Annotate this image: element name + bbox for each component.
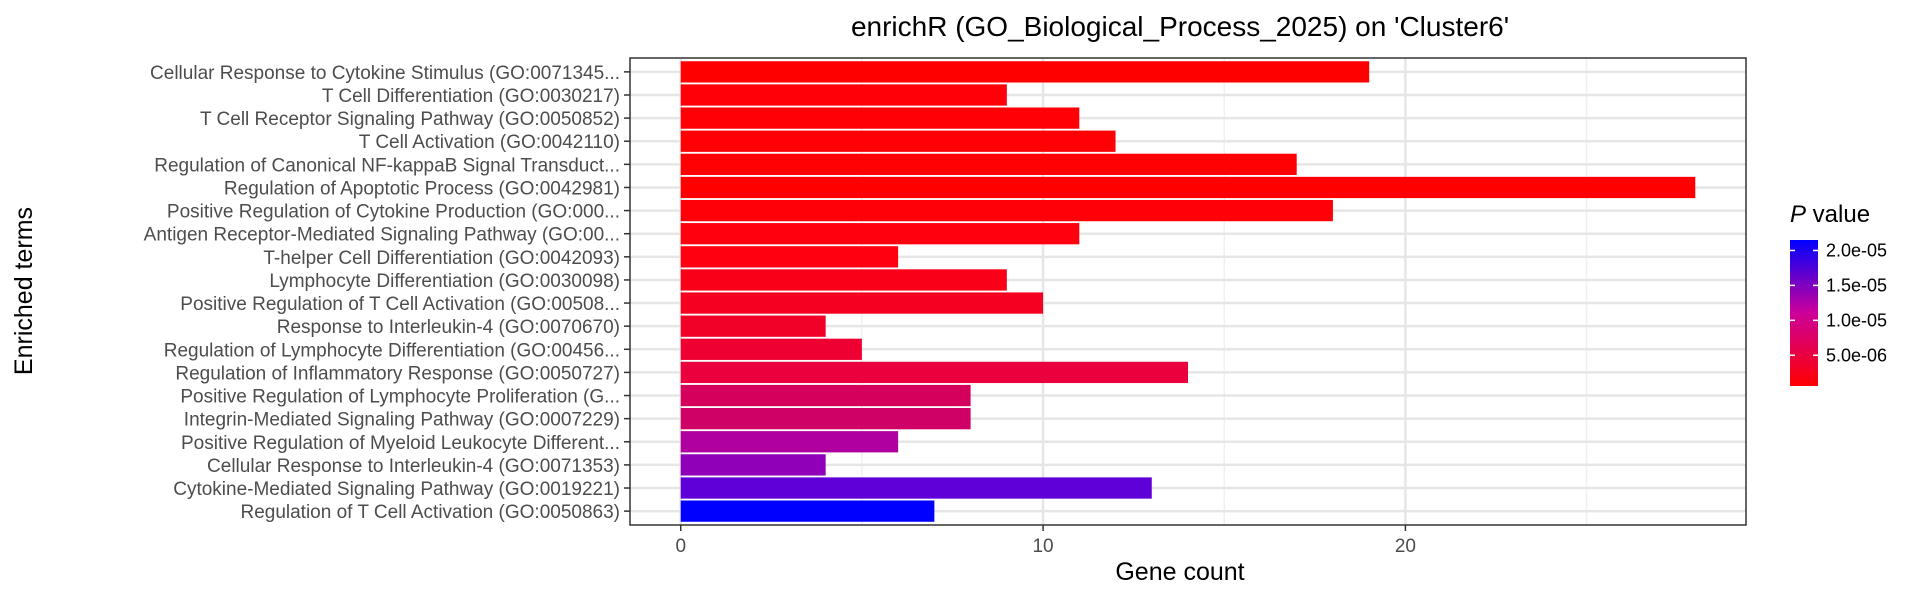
y-tick-label: Positive Regulation of T Cell Activation… — [180, 294, 620, 315]
y-tick-label: Regulation of Apoptotic Process (GO:0042… — [224, 178, 620, 199]
legend-title-italic: P — [1790, 201, 1806, 228]
legend-tick-label: 1.5e-05 — [1826, 275, 1887, 295]
y-tick-label: T Cell Receptor Signaling Pathway (GO:00… — [200, 109, 620, 130]
bar — [680, 361, 1188, 384]
y-tick-label: Regulation of T Cell Activation (GO:0050… — [240, 502, 620, 523]
bar — [680, 246, 899, 268]
bar — [680, 408, 971, 430]
legend-title: P value — [1790, 201, 1870, 228]
legend-ticks: 2.0e-05 1.5e-05 1.0e-05 5.0e-06 — [1790, 240, 1887, 365]
y-tick-label: T Cell Differentiation (GO:0030217) — [322, 86, 620, 107]
bar — [680, 199, 1333, 222]
x-axis-title: Gene count — [1115, 558, 1244, 586]
bar — [680, 107, 1080, 129]
x-ticks: 0 10 20 — [675, 525, 1416, 557]
plot-panel-border — [629, 57, 1747, 526]
y-tick-label: Integrin-Mediated Signaling Pathway (GO:… — [184, 410, 620, 431]
bar — [680, 130, 1116, 152]
bar — [680, 338, 862, 360]
bar — [680, 269, 1007, 291]
y-tick-label: Antigen Receptor-Mediated Signaling Path… — [144, 225, 620, 246]
y-tick-label: Cellular Response to Cytokine Stimulus (… — [150, 63, 620, 84]
y-axis-title: Enriched terms — [10, 207, 38, 375]
bar — [680, 153, 1297, 175]
chart-title: enrichR (GO_Biological_Process_2025) on … — [851, 11, 1509, 42]
legend-colorbar — [1790, 240, 1818, 386]
x-tick-label: 0 — [675, 536, 686, 557]
bar — [680, 84, 1007, 106]
y-tick-label: Positive Regulation of Lymphocyte Prolif… — [180, 387, 620, 408]
bar — [680, 384, 971, 407]
y-tick-label: Regulation of Canonical NF-kappaB Signal… — [154, 155, 620, 176]
bar — [680, 500, 935, 522]
bars — [680, 61, 1696, 522]
y-tick-label: Regulation of Lymphocyte Differentiation… — [164, 340, 620, 361]
bar — [680, 315, 826, 337]
y-tick-label: Cellular Response to Interleukin-4 (GO:0… — [207, 456, 620, 477]
y-tick-label: Cytokine-Mediated Signaling Pathway (GO:… — [173, 479, 620, 500]
legend-tick-label: 5.0e-06 — [1826, 345, 1887, 365]
x-tick-label: 10 — [1032, 536, 1053, 557]
legend-title-rest: value — [1806, 201, 1870, 228]
bar — [680, 454, 826, 476]
y-tick-labels: Cellular Response to Cytokine Stimulus (… — [144, 63, 630, 523]
y-tick-label: Lymphocyte Differentiation (GO:0030098) — [269, 271, 620, 292]
bar — [680, 477, 1152, 499]
y-tick-label: T-helper Cell Differentiation (GO:004209… — [263, 248, 620, 269]
bar — [680, 176, 1696, 199]
legend: P value 2.0e-05 1.5e-05 1.0e-05 5.0e-06 — [1790, 201, 1887, 386]
y-tick-label: Positive Regulation of Myeloid Leukocyte… — [181, 433, 620, 454]
y-tick-label: T Cell Activation (GO:0042110) — [359, 132, 620, 153]
bar — [680, 61, 1370, 83]
bar — [680, 292, 1044, 314]
y-tick-label: Positive Regulation of Cytokine Producti… — [167, 202, 620, 223]
y-tick-label: Response to Interleukin-4 (GO:0070670) — [277, 317, 620, 338]
y-tick-label: Regulation of Inflammatory Response (GO:… — [175, 363, 620, 384]
legend-tick-label: 1.0e-05 — [1826, 310, 1887, 330]
bar — [680, 431, 899, 453]
x-tick-label: 20 — [1395, 536, 1416, 557]
legend-tick-label: 2.0e-05 — [1826, 240, 1887, 260]
bar — [680, 223, 1080, 245]
